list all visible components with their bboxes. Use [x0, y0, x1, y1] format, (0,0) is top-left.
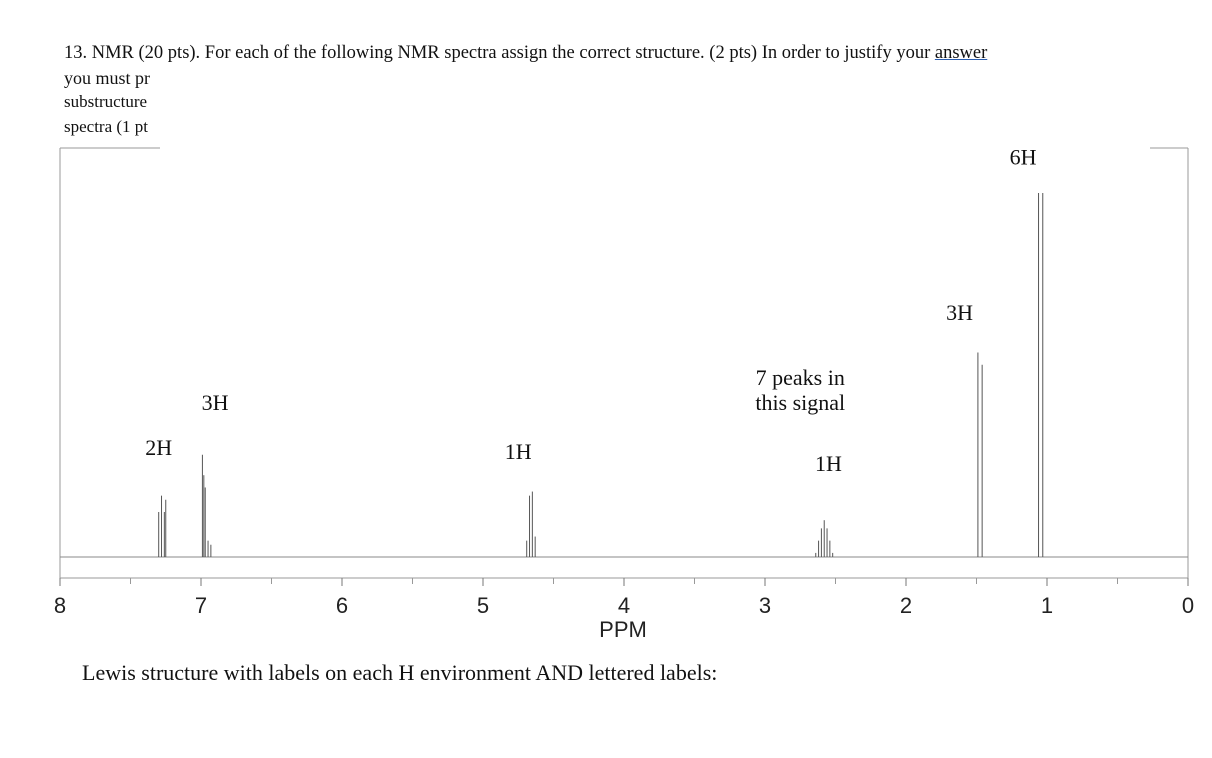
annotation-4: this signal [755, 390, 845, 415]
tick-label-3: 3 [759, 593, 771, 618]
cover-mask [160, 66, 212, 142]
annotation-7: 6H [1010, 144, 1037, 169]
tick-label-0: 0 [1182, 593, 1194, 618]
frame-outline [59, 148, 1189, 579]
question-line-1-text: 13. NMR (20 pts). For each of the follow… [64, 43, 935, 63]
tick-label-6: 6 [336, 593, 348, 618]
annotation-5: 1H [815, 451, 842, 476]
tick-label-7: 7 [195, 593, 207, 618]
tick-label-5: 5 [477, 593, 489, 618]
answer-link[interactable]: answer [934, 43, 988, 63]
question-line-2: you must pr [64, 68, 151, 88]
footer-instruction: Lewis structure with labels on each H en… [82, 660, 718, 685]
question-line-3: substructure [64, 92, 148, 111]
x-axis-ticks: 8 7 6 5 4 3 2 1 0 [54, 578, 1194, 618]
annotation-0: 2H [145, 435, 172, 460]
question-line-1: 13. NMR (20 pts). For each of the follow… [64, 43, 987, 63]
annotation-3: 7 peaks in [756, 365, 845, 390]
annotation-6: 3H [946, 300, 973, 325]
tick-label-1: 1 [1041, 593, 1053, 618]
tick-label-4: 4 [618, 593, 630, 618]
question-line-4: spectra (1 pt [64, 117, 149, 136]
x-axis-label: PPM [599, 617, 647, 642]
peaks [158, 192, 1044, 557]
annotation-2: 1H [505, 439, 532, 464]
annotation-1: 3H [202, 390, 229, 415]
plot-frame [59, 147, 1189, 579]
tick-label-2: 2 [900, 593, 912, 618]
tick-label-8: 8 [54, 593, 66, 618]
